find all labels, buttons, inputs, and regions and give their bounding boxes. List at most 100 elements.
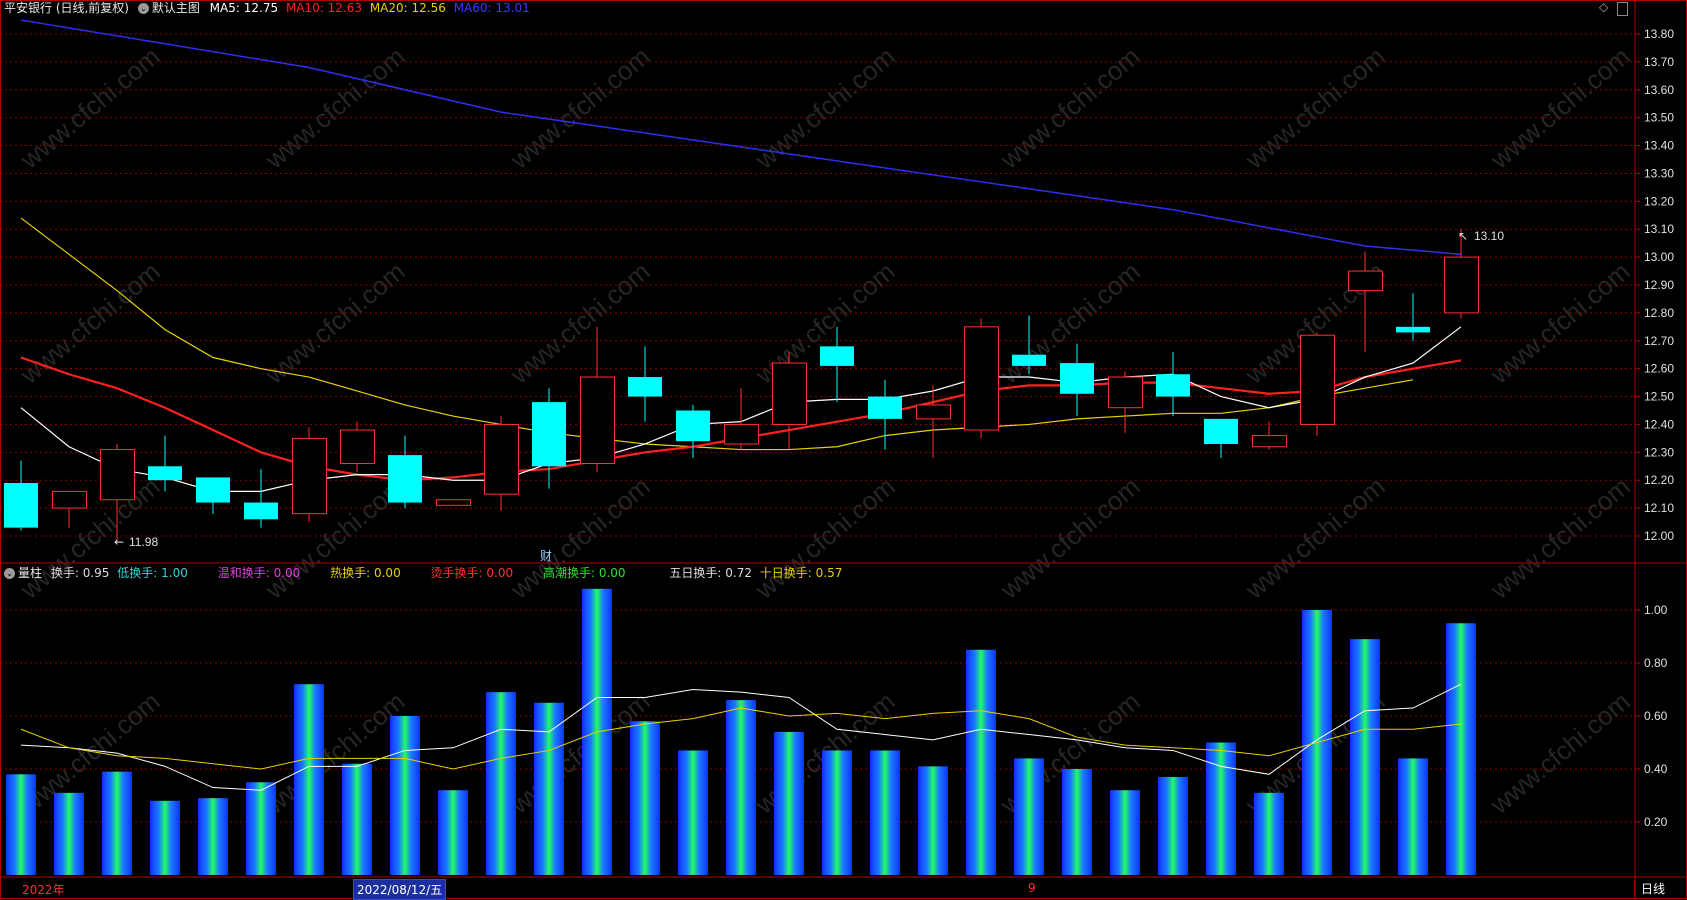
candle-body-up (1108, 376, 1143, 409)
candle[interactable] (340, 421, 375, 472)
volume-bar[interactable] (822, 750, 852, 875)
volume-bar[interactable] (390, 716, 420, 875)
volume-bar[interactable] (1206, 742, 1236, 876)
volume-tick-label: 0.20 (1644, 815, 1668, 829)
watermark-text: www.cfchi.com (749, 471, 901, 605)
candle[interactable] (244, 469, 278, 528)
candle-body-down (1396, 326, 1430, 333)
ma60-label: MA60: (453, 1, 492, 15)
candle[interactable] (532, 388, 566, 489)
volume-bar[interactable] (678, 750, 708, 875)
candle[interactable] (1060, 343, 1094, 417)
volume-bar[interactable] (438, 790, 468, 875)
volume-bar[interactable] (1350, 639, 1380, 875)
volume-bar[interactable] (1014, 758, 1044, 875)
period-button[interactable]: 日线 (1634, 880, 1671, 897)
price-tick-label: 12.40 (1644, 417, 1674, 431)
volume-bar[interactable] (726, 700, 756, 875)
candle[interactable] (820, 326, 854, 403)
candle-body-down (196, 477, 230, 503)
candle[interactable] (964, 318, 999, 439)
candle[interactable] (580, 326, 615, 472)
candle[interactable] (1444, 229, 1479, 319)
candle[interactable] (772, 351, 807, 450)
candle[interactable] (1300, 332, 1335, 436)
finance-marker[interactable]: 财 (540, 549, 552, 563)
watermark-text: www.cfchi.com (14, 41, 166, 175)
watermark-text: www.cfchi.com (1239, 41, 1391, 175)
price-tick-label: 12.30 (1644, 445, 1674, 459)
volume-bar[interactable] (150, 800, 180, 875)
volume-bar[interactable] (918, 766, 948, 875)
candle-body-down (532, 402, 566, 467)
watermark-text: www.cfchi.com (1484, 41, 1636, 175)
climax-turnover-value: 0.00 (598, 566, 626, 580)
candle-body-up (1252, 435, 1287, 448)
candle[interactable] (148, 435, 182, 492)
price-tick-label: 13.80 (1644, 27, 1674, 41)
volume-bar[interactable] (486, 692, 516, 875)
volume-bar[interactable] (342, 763, 372, 875)
volume-bar[interactable] (198, 798, 228, 875)
candle[interactable] (1204, 418, 1238, 458)
chevron-down-icon[interactable]: ⌄ (137, 3, 149, 14)
candle[interactable] (388, 435, 422, 509)
candle[interactable] (436, 499, 471, 506)
candle[interactable] (1156, 351, 1190, 417)
candle[interactable] (196, 477, 230, 514)
candle[interactable] (1012, 315, 1046, 375)
volume-bar[interactable] (966, 649, 996, 875)
price-grid (0, 33, 1635, 823)
main-chart-label[interactable]: 默认主图 (151, 1, 200, 15)
volume-bar[interactable] (54, 792, 84, 875)
candle-body-up (724, 423, 759, 445)
candle[interactable] (628, 346, 662, 422)
candle[interactable] (484, 416, 519, 511)
candle[interactable] (52, 490, 87, 528)
candle[interactable] (868, 379, 902, 450)
candle[interactable] (676, 404, 710, 458)
volume-bar[interactable] (1062, 769, 1092, 875)
volume-bar[interactable] (1446, 623, 1476, 875)
candle[interactable] (100, 443, 135, 542)
volume-bar[interactable] (1110, 790, 1140, 875)
watermark-text: www.cfchi.com (259, 41, 411, 175)
candle[interactable] (4, 460, 38, 531)
mild-turnover-value: 0.00 (273, 566, 301, 580)
volume-bar[interactable] (246, 782, 276, 875)
candle[interactable] (292, 427, 327, 523)
ma10-label: MA10: (285, 1, 324, 15)
volume-tick-label: 0.40 (1644, 762, 1668, 776)
watermark-text: www.cfchi.com (1484, 256, 1636, 390)
price-tick-label: 12.20 (1644, 473, 1674, 487)
scrollbar-icon[interactable] (1617, 2, 1628, 16)
volume-bar[interactable] (774, 731, 804, 875)
diamond-icon[interactable]: ◇ (1599, 0, 1609, 14)
volume-tick-label: 0.60 (1644, 709, 1668, 723)
volume-bar[interactable] (102, 771, 132, 875)
candle[interactable] (1108, 371, 1143, 433)
candle[interactable] (1396, 293, 1430, 341)
volume-bars[interactable] (6, 588, 1476, 876)
candle[interactable] (1252, 421, 1287, 450)
volume-bar[interactable] (630, 721, 660, 875)
price-annotations: 11.98 ← 13.10 ↖ 财 (114, 229, 1504, 563)
stock-title[interactable]: 平安银行 (日线,前复权) (4, 1, 129, 15)
volume-bar[interactable] (6, 774, 36, 875)
volume-bar[interactable] (1254, 792, 1284, 875)
chevron-down-icon[interactable]: ⌄ (4, 568, 15, 579)
volume-bar[interactable] (294, 684, 324, 875)
candle[interactable] (724, 388, 759, 450)
candlesticks[interactable] (4, 229, 1479, 542)
volume-bar[interactable] (1398, 758, 1428, 875)
candle[interactable] (1348, 251, 1383, 352)
volume-bar[interactable] (534, 702, 564, 875)
volume-bar[interactable] (870, 750, 900, 875)
candle[interactable] (916, 385, 951, 458)
candle-body-down (628, 377, 662, 397)
volume-indicator-label[interactable]: 量柱 (18, 566, 43, 580)
volume-bar[interactable] (1158, 776, 1188, 875)
price-tick-label: 12.60 (1644, 362, 1674, 376)
watermark-text: www.cfchi.com (994, 41, 1146, 175)
